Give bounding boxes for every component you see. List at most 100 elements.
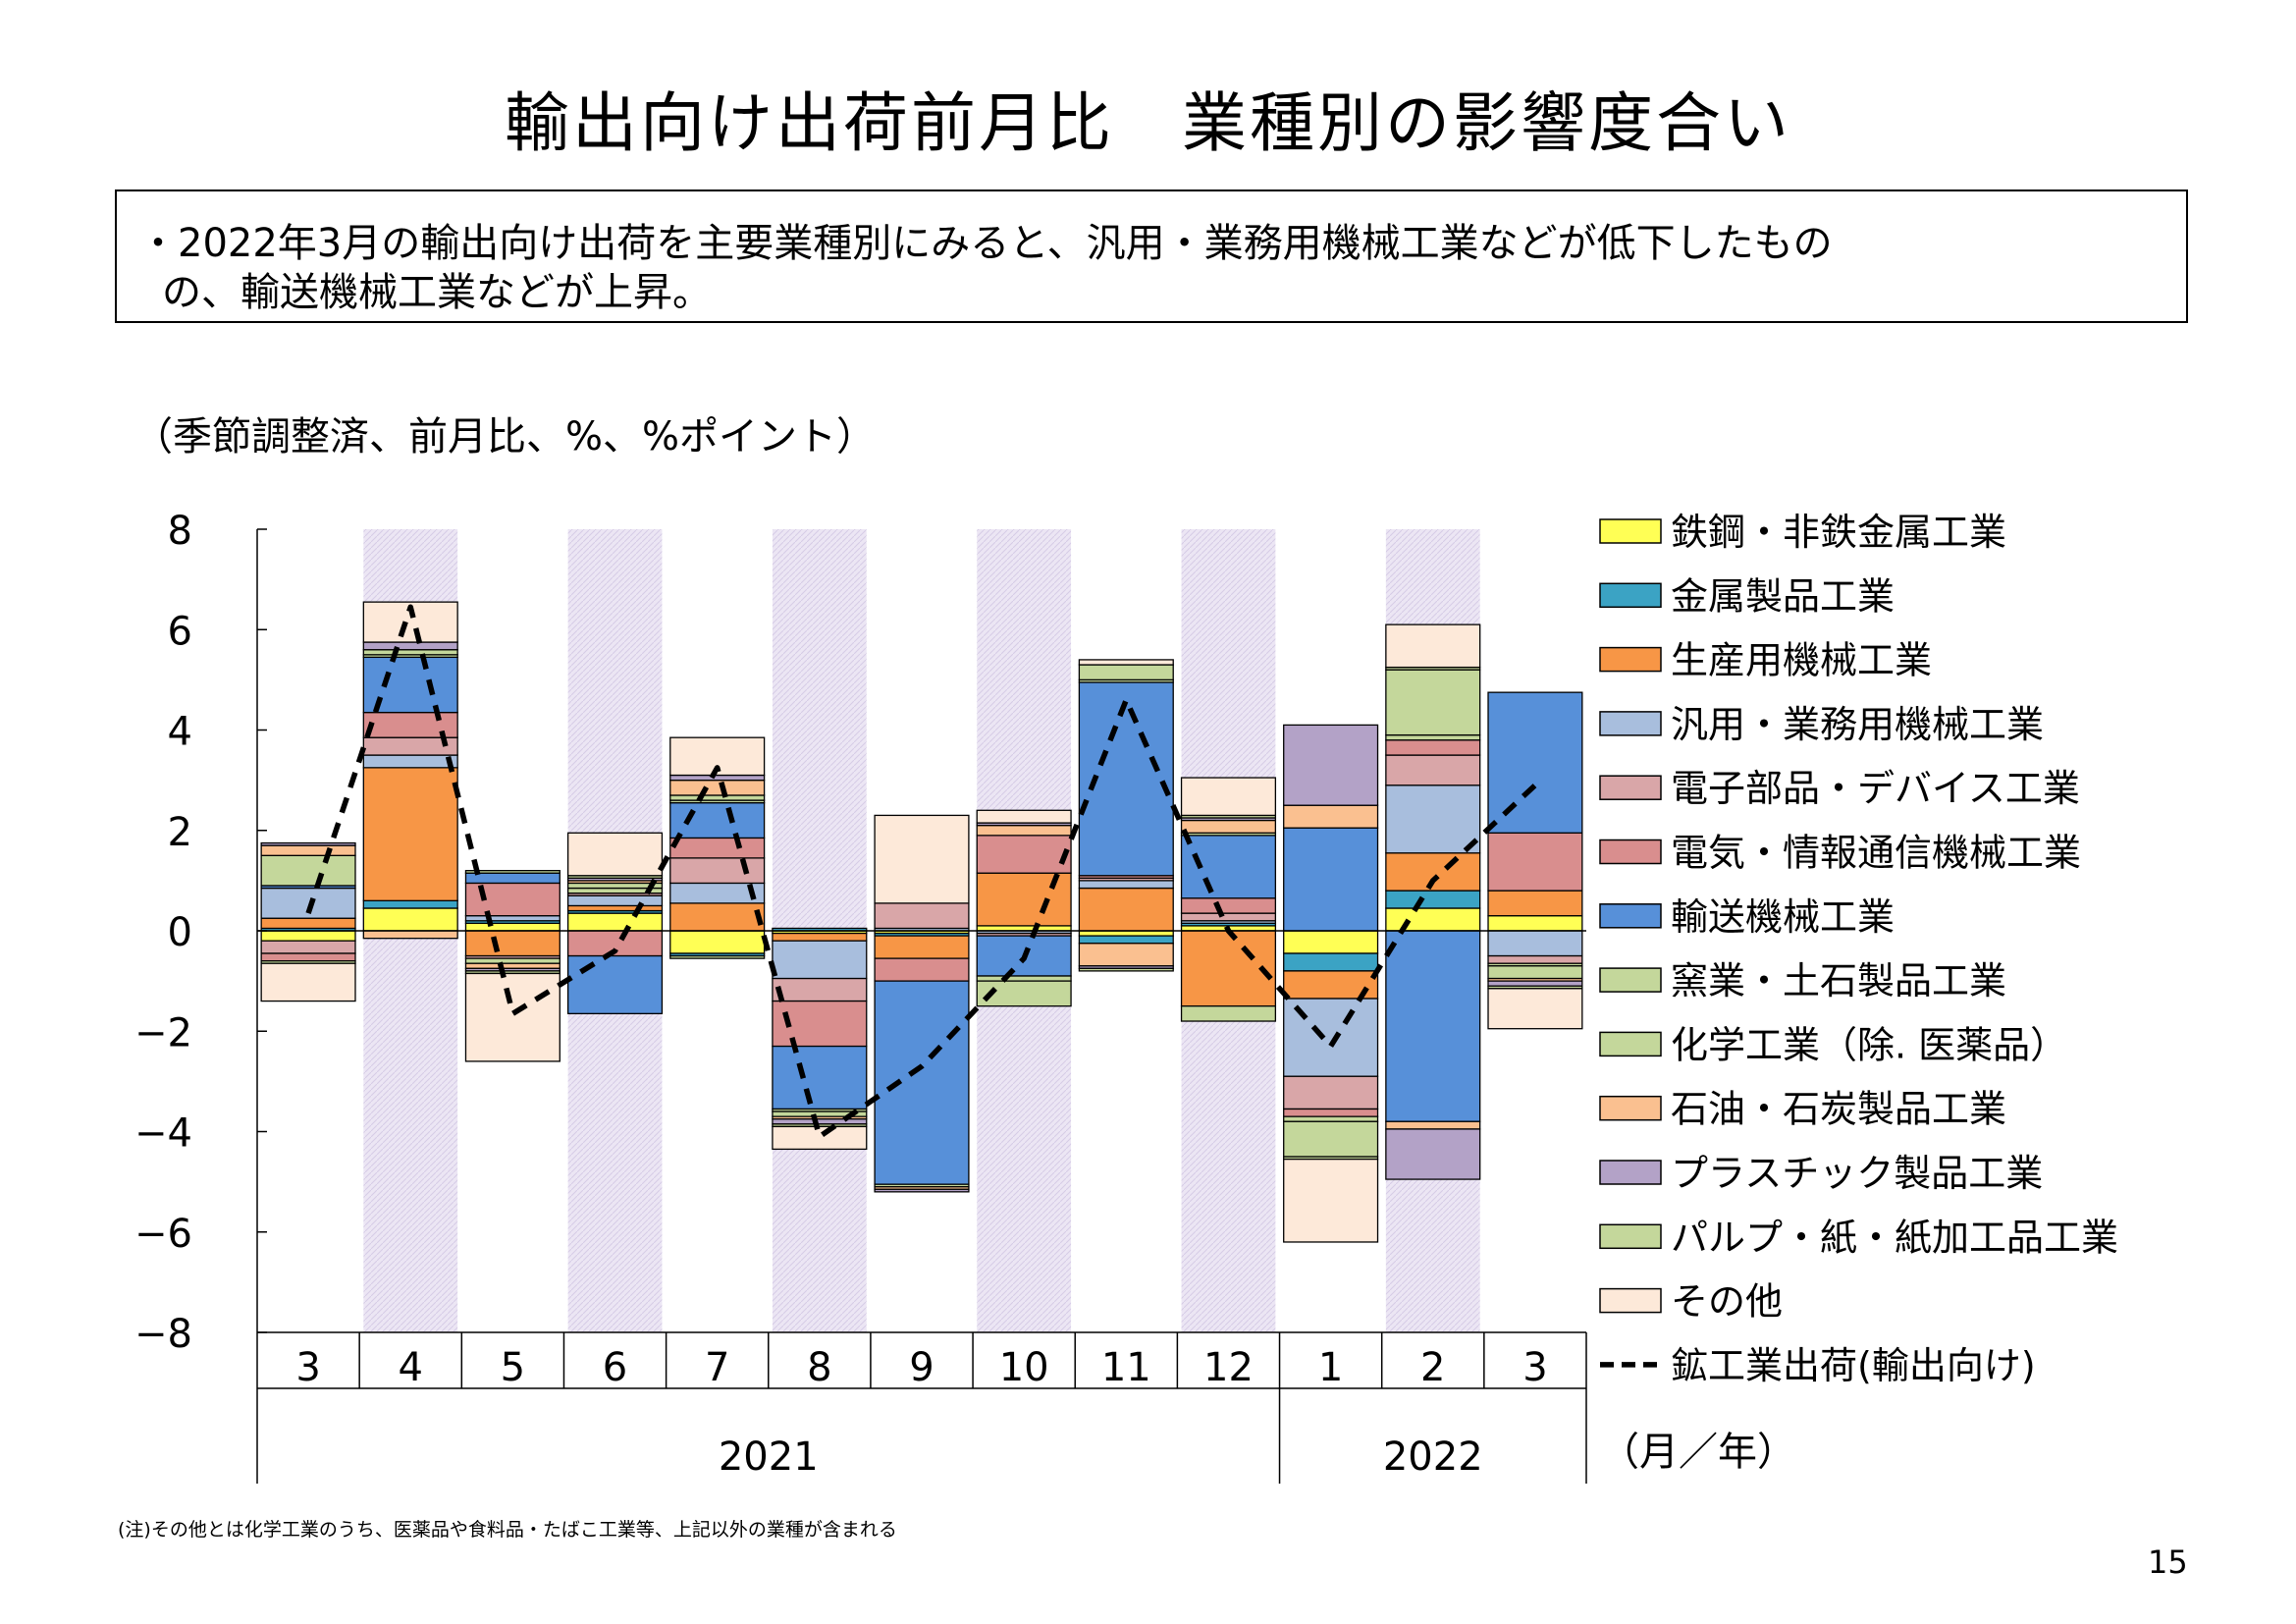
bar-segment-11 [669,954,766,959]
bar-segment-9 [464,962,561,969]
bar-segment-6 [874,980,970,1185]
legend-swatch [1599,775,1662,800]
bar-segment-5 [1487,832,1583,892]
bar-segment-6 [1283,827,1379,932]
bar-segment-8 [1078,664,1174,681]
legend-swatch [1599,711,1662,736]
bar-segment-4 [669,857,766,885]
legend-swatch [1599,1031,1662,1057]
legend-swatch [1599,1160,1662,1185]
bar-segment-2 [1487,890,1583,917]
bar-segment-10 [669,774,766,782]
bar-segment-9 [1180,819,1277,834]
bar-segment-12 [464,972,561,1062]
legend-swatch [1599,903,1662,929]
line-series-shipments [305,604,1537,1140]
bar-segment-12 [1385,623,1481,669]
bar-segment-6 [772,1045,868,1110]
x-tick-label: 2 [1420,1345,1445,1390]
legend-label: 電子部品・デバイス工業 [1671,767,2080,810]
x-tick-label: 1 [1318,1345,1343,1390]
unit-label: （季節調整済、前月比、%、%ポイント） [133,414,877,460]
legend-label: 窯業・土石製品工業 [1671,959,2006,1002]
x-tick-label: 3 [1522,1345,1547,1390]
legend-swatch [1599,518,1662,544]
bar-segment-4 [1487,954,1583,964]
bar-segment-10 [874,1188,970,1193]
bar-segment-0 [1283,930,1379,954]
bar-segment-3 [362,754,458,769]
legend-label: 鉄鋼・非鉄金属工業 [1671,511,2006,554]
bar-segment-0 [566,912,664,932]
legend-label: プラスチック製品工業 [1671,1152,2043,1195]
bar-segment-8 [260,854,356,887]
bar-segment-3 [1385,785,1481,854]
legend-label: 輸送機械工業 [1671,895,1895,939]
bar-segment-1 [1283,952,1379,972]
y-tick-label: −6 [134,1212,192,1257]
footnote: (注)その他とは化学工業のうち、医薬品や食料品・たばこ工業等、上記以外の業種が含… [118,1519,897,1541]
bar-segment-6 [464,872,561,885]
y-tick-label: −8 [134,1312,192,1357]
bar-segment-0 [1078,930,1174,937]
bar-segment-12 [1180,777,1277,817]
bar-segment-12 [874,814,970,904]
y-tick-label: −2 [134,1010,192,1056]
bar-segment-8 [669,794,766,801]
bar-segment-2 [772,932,868,942]
summary-box: ・2022年3月の輸出向け出荷を主要業種別にみると、汎用・業務用機械工業などが低… [115,189,2188,323]
bar-segment-7 [1385,733,1481,741]
page-title: 輸出向け出荷前月比 業種別の影響度合い [505,85,1791,161]
legend-label: 鉱工業出荷(輸出向け) [1671,1344,2036,1387]
bar-segment-4 [1180,912,1277,922]
bar-segment-4 [874,902,970,930]
bar-segment-9 [362,930,458,940]
bar-segment-3 [772,940,868,980]
bar-segment-12 [1487,988,1583,1030]
bar-segment-10 [1487,980,1583,987]
bar-segment-8 [362,649,458,656]
bar-segment-12 [976,809,1072,824]
bar-segment-0 [976,925,1072,932]
bar-segment-6 [1487,691,1583,834]
bar-segment-12 [1078,659,1174,666]
legend-label: 金属製品工業 [1671,574,1895,618]
bar-segment-9 [1078,943,1174,967]
legend-label: パルプ・紙・紙加工品工業 [1671,1216,2118,1259]
bar-segment-5 [1180,897,1277,914]
bar-segment-6 [1180,835,1277,899]
bar-segment-10 [260,841,356,846]
bar-segment-7 [464,870,561,874]
bar-segment-12 [1283,1158,1379,1243]
bar-segment-12 [566,832,664,877]
legend-label: その他 [1671,1280,1783,1324]
bar-segment-0 [362,907,458,932]
year-label: 2021 [719,1435,819,1480]
bar-segment-1 [1078,935,1174,945]
bar-segment-4 [1283,1075,1379,1110]
bar-segment-8 [1180,1005,1277,1022]
bar-segment-2 [874,935,970,959]
bar-segment-10 [772,1118,868,1125]
bar-segment-3 [464,915,561,922]
bar-segment-12 [260,962,356,1002]
bar-segment-2 [362,767,458,901]
bar-segment-2 [669,902,766,932]
bar-segment-8 [1283,1120,1379,1158]
x-tick-label: 9 [909,1345,934,1390]
bar-segment-0 [464,922,561,932]
bar-segment-8 [1385,669,1481,736]
bar-segment-9 [669,779,766,796]
bar-segment-6 [1385,930,1481,1122]
x-tick-label: 4 [399,1345,423,1390]
summary-line-2: の、輸送機械工業などが上昇。 [162,270,712,315]
legend-swatch [1599,839,1662,865]
bar-segment-6 [669,801,766,839]
bar-segment-0 [1385,907,1481,932]
x-tick-label: 10 [999,1345,1049,1390]
bar-segment-5 [1283,1108,1379,1117]
bar-segment-2 [1078,887,1174,932]
x-tick-label: 11 [1101,1345,1151,1390]
x-tick-label: 8 [807,1345,831,1390]
bar-segment-3 [1078,880,1174,890]
